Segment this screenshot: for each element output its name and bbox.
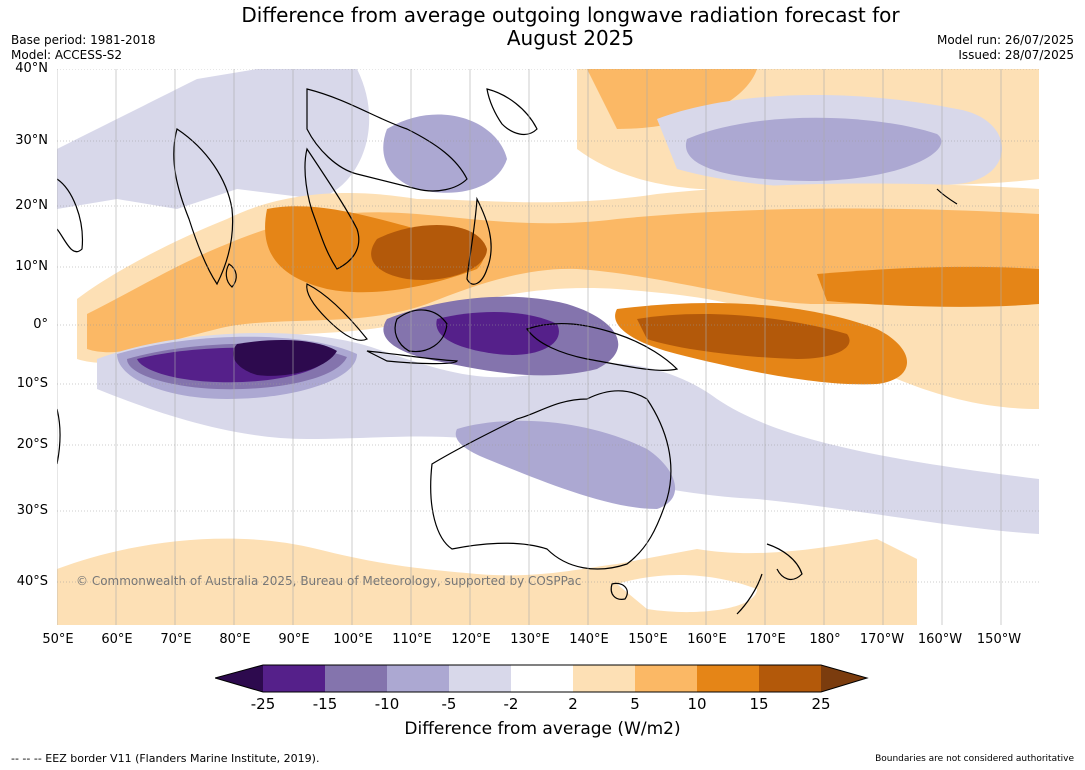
title-line-2: August 2025 [506, 26, 635, 50]
lon-label-120e: 120°E [451, 632, 491, 647]
lon-label-100e: 100°E [333, 632, 373, 647]
copyright-notice: © Commonwealth of Australia 2025, Bureau… [76, 574, 582, 588]
colorbar-tick: 25 [811, 695, 831, 713]
lat-label-eq: 0° [33, 317, 48, 332]
anomaly-region-australia-neg5 [455, 420, 676, 509]
lon-label-110e: 110°E [392, 632, 432, 647]
colorbar-bin-neg2 [511, 665, 573, 692]
coastlines [57, 88, 958, 615]
tasmania-coastline [610, 582, 628, 600]
colorbar-tick: 5 [630, 695, 640, 713]
philippines-coastline [466, 196, 492, 285]
colorbar-bin-pos10 [697, 665, 759, 692]
lon-label-50e: 50°E [42, 632, 74, 647]
issued-date: Issued: 28/07/2025 [958, 48, 1074, 62]
map-title: Difference from average outgoing longwav… [0, 4, 1085, 50]
indochina-coastline [304, 147, 360, 270]
colorbar-bin-pos2 [573, 665, 635, 692]
hawaii-coastline [936, 188, 958, 205]
lon-label-80e: 80°E [219, 632, 251, 647]
lon-label-180: 180° [809, 632, 841, 647]
anomaly-region-sc-sea-neg5 [383, 114, 507, 193]
lon-label-60e: 60°E [101, 632, 133, 647]
colorbar-bin-pos5 [635, 665, 697, 692]
colorbar-bin-neg10 [387, 665, 449, 692]
japan-coastline [486, 88, 538, 136]
colorbar-bin-neg25 [263, 665, 325, 692]
lon-label-70e: 70°E [160, 632, 192, 647]
new-guinea-coastline [526, 322, 679, 371]
australia-coastline [430, 390, 672, 570]
new-zealand-coastline [736, 543, 803, 615]
lon-label-160e: 160°E [687, 632, 727, 647]
boundaries-disclaimer: Boundaries are not considered authoritat… [875, 754, 1074, 764]
colorbar-tick: 2 [568, 695, 578, 713]
east-africa-coastline [57, 408, 61, 465]
anomaly-region-scs-pos15 [371, 225, 487, 280]
lon-label-150e: 150°E [628, 632, 668, 647]
lat-label-40s: 40°S [16, 574, 48, 589]
colorbar-tick: -10 [374, 695, 400, 713]
colorbar-tick: 10 [687, 695, 707, 713]
arabia-coastline [57, 178, 84, 253]
anomaly-region-central-pacific-pos10 [817, 266, 1039, 307]
colorbar-arrow-high [821, 665, 867, 692]
colorbar-bin-neg15 [325, 665, 387, 692]
lon-label-170w: 170°W [859, 632, 905, 647]
lon-label-160w: 160°W [917, 632, 963, 647]
eez-border-note: -- -- -- EEZ border V11 (Flanders Marine… [11, 752, 320, 765]
meta-left: Base period: 1981-2018 Model: ACCESS-S2 [11, 33, 156, 63]
colorbar-tick: -15 [312, 695, 338, 713]
base-period: Base period: 1981-2018 [11, 33, 156, 47]
olr-anomaly-map [57, 69, 1039, 625]
borneo-coastline [394, 309, 448, 353]
colorbar-bin-pos15 [759, 665, 821, 692]
lat-label-10s: 10°S [16, 376, 48, 391]
lon-label-170e: 170°E [746, 632, 786, 647]
colorbar-arrow-low [215, 665, 263, 692]
meridians [57, 69, 1002, 625]
lon-label-150w: 150°W [976, 632, 1022, 647]
colorbar-tick: -25 [250, 695, 276, 713]
china-coastline [306, 88, 468, 192]
model-run: Model run: 26/07/2025 [936, 33, 1074, 47]
colorbar-tick: 15 [749, 695, 769, 713]
sumatra-coastline [306, 283, 368, 341]
lon-label-130e: 130°E [510, 632, 550, 647]
lon-label-90e: 90°E [278, 632, 310, 647]
anomaly-region-nw-neg2 [57, 69, 370, 209]
colorbar-bin-neg5 [449, 665, 511, 692]
colorbar [215, 664, 869, 693]
colorbar-outline [215, 664, 869, 693]
colorbar-tick: -5 [441, 695, 457, 713]
meta-right: Model run: 26/07/2025 Issued: 28/07/2025 [937, 33, 1074, 63]
anomaly-region-n-pacific-pos5 [587, 69, 757, 129]
model-name: Model: ACCESS-S2 [11, 48, 123, 62]
lon-label-140e: 140°E [569, 632, 609, 647]
india-coastline [173, 128, 234, 286]
title-line-1: Difference from average outgoing longwav… [241, 3, 900, 27]
lat-label-30n: 30°N [15, 133, 48, 148]
sri-lanka-coastline [225, 263, 237, 288]
lat-label-20s: 20°S [16, 437, 48, 452]
lat-label-10n: 10°N [15, 259, 48, 274]
anomaly-region-maritime-continent-neg15 [436, 312, 559, 355]
anomaly-region-s-indian-neg25 [233, 339, 337, 376]
java-coastline [366, 350, 458, 365]
anomaly-region-s-ocean-white [617, 574, 757, 613]
anomaly-region-n-pacific-neg5 [685, 117, 942, 181]
lat-label-20n: 20°N [15, 198, 48, 213]
colorbar-tick: -2 [503, 695, 519, 713]
colorbar-label: Difference from average (W/m2) [404, 719, 681, 739]
lat-label-30s: 30°S [16, 503, 48, 518]
lat-label-40n: 40°N [15, 61, 48, 76]
